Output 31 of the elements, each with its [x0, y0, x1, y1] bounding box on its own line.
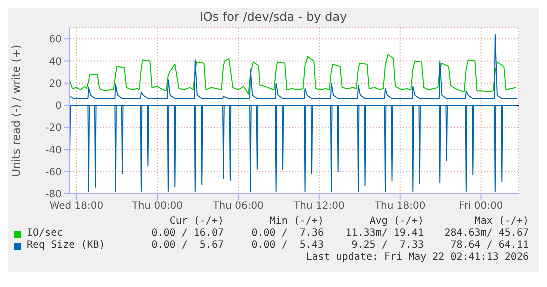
x-tick-label: Thu 12:00	[293, 201, 345, 212]
y-tick-label: -60	[46, 167, 62, 178]
text: 0.00 / 7.36	[250, 228, 324, 240]
y-axis-title: Units read (-) / write (+)	[10, 44, 23, 178]
y-tick-label: 60	[49, 34, 62, 46]
text: Max (-/+)	[474, 216, 529, 228]
x-tick-label: Thu 18:00	[374, 201, 426, 212]
x-tick-label: Thu 06:00	[212, 201, 264, 212]
y-tick-label: -80	[46, 190, 62, 201]
y-tick-label: 20	[49, 78, 62, 90]
chart-title: IOs for /dev/sda - by day	[198, 9, 348, 24]
text: 284.63m/ 45.67	[444, 228, 529, 240]
x-tick-label: Thu 00:00	[131, 201, 184, 212]
x-tick-label: Fri 00:00	[459, 201, 504, 212]
text: 11.33m/ 19.41	[344, 228, 424, 240]
y-tick-label: -20	[46, 123, 62, 134]
text: 78.64 / 64.11	[450, 240, 529, 252]
y-tick-label: 40	[49, 56, 62, 68]
y-tick-label: 0	[56, 101, 62, 112]
text: 9.25 / 7.33	[350, 240, 424, 252]
legend-label: IO/sec	[27, 228, 64, 240]
text: 0.00 / 16.07	[150, 228, 224, 240]
x-tick-label: Wed 18:00	[50, 201, 104, 212]
legend-label: Req Size (KB)	[27, 240, 106, 252]
text: Cur (-/+)	[168, 216, 224, 228]
y-tick-label: -40	[46, 145, 62, 156]
text: 0.00 / 5.43	[250, 240, 324, 252]
text: 0.00 / 5.67	[150, 240, 224, 252]
text: Avg (-/+)	[368, 216, 424, 228]
text: Last update: Fri May 22 02:41:13 2026	[305, 252, 529, 264]
text: Min (-/+)	[268, 216, 324, 228]
